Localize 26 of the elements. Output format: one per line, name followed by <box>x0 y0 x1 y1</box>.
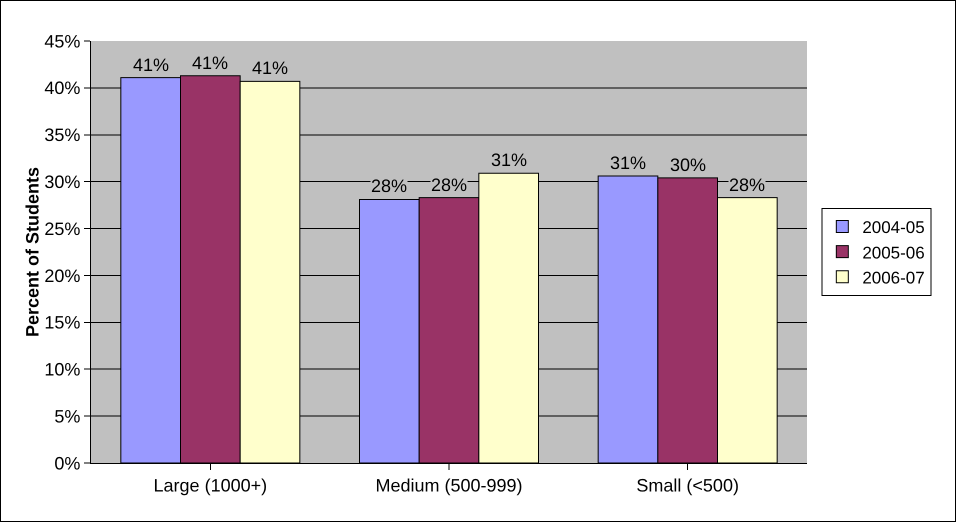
data-label: 31% <box>491 150 528 170</box>
y-tick-label: 10% <box>44 360 80 380</box>
data-label: 30% <box>670 155 706 175</box>
y-tick-label: 15% <box>44 312 80 333</box>
y-tick-label: 35% <box>44 125 80 146</box>
legend-label: 2006-07 <box>862 268 925 288</box>
y-tick-label: 40% <box>44 78 80 98</box>
data-label: 31% <box>610 153 646 173</box>
y-tick-label: 20% <box>44 266 80 286</box>
y-tick-label: 45% <box>44 31 80 52</box>
legend-label: 2005-06 <box>862 243 925 262</box>
data-label: 41% <box>133 55 170 75</box>
x-tick-label: Medium (500-999) <box>375 476 523 496</box>
data-label: 41% <box>192 53 228 73</box>
data-label: 28% <box>729 175 766 195</box>
y-tick-label: 25% <box>44 218 80 239</box>
y-tick-label: 0% <box>54 453 80 474</box>
x-tick-label: Large (1000+) <box>154 476 268 496</box>
legend-label: 2004-05 <box>862 218 925 238</box>
data-label: 41% <box>252 58 288 78</box>
data-label: 28% <box>371 176 408 196</box>
x-tick-label: Small (<500) <box>636 476 739 496</box>
y-tick-label: 5% <box>54 406 80 426</box>
data-label: 28% <box>431 175 468 195</box>
y-axis-title: Percent of Students <box>22 166 42 338</box>
y-tick-label: 30% <box>44 172 80 192</box>
